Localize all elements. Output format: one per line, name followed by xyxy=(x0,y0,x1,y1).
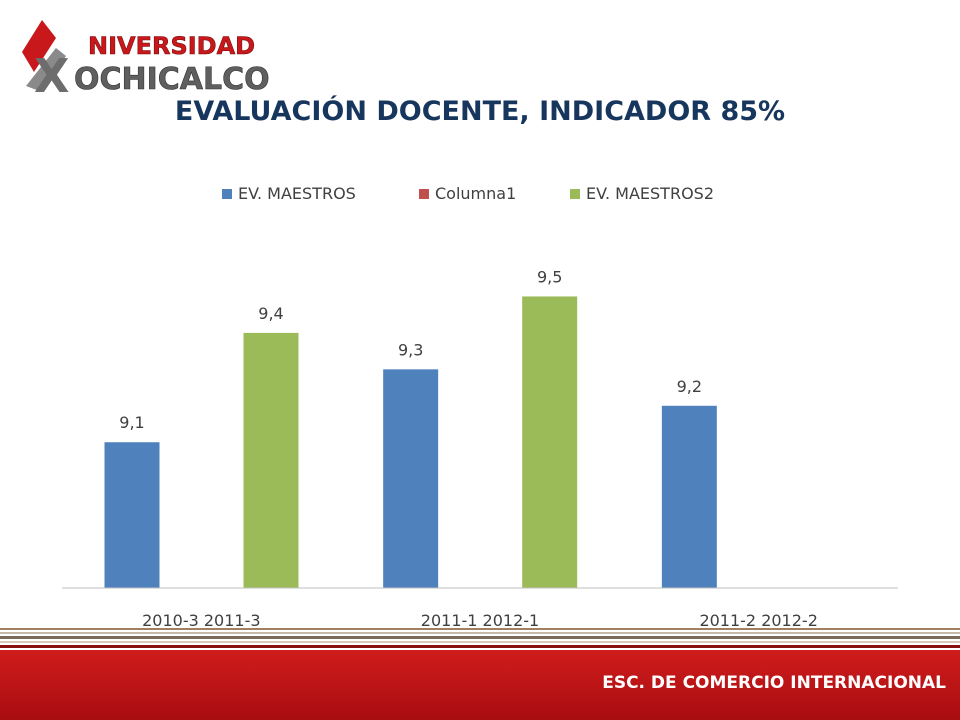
bar xyxy=(661,405,717,588)
bar xyxy=(104,442,160,588)
x-tick-label: 2011-1 2012-1 xyxy=(421,611,539,630)
page-title: EVALUACIÓN DOCENTE, INDICADOR 85% xyxy=(174,96,786,127)
footer-stripes xyxy=(0,628,960,648)
data-label: 9,1 xyxy=(119,413,144,432)
x-tick-label: 2010-3 2011-3 xyxy=(142,611,260,630)
legend-swatch xyxy=(222,189,232,199)
legend-swatch xyxy=(419,189,429,199)
universidad-xochicalco-logo: X NIVERSIDAD OCHICALCO xyxy=(22,20,270,98)
data-label: 9,5 xyxy=(537,267,562,286)
chart-legend: EV. MAESTROS Columna1 EV. MAESTROS2 xyxy=(222,184,714,203)
chart-bars: 9,1 9,4 9,3 9,5 9,2 xyxy=(104,267,717,588)
logo-x-mark: X xyxy=(34,49,69,98)
footer-bar xyxy=(0,650,960,720)
data-label: 9,4 xyxy=(258,304,283,323)
logo-gray-swoosh xyxy=(26,48,66,92)
logo-line2: OCHICALCO xyxy=(74,62,270,97)
bar xyxy=(243,332,299,588)
bar xyxy=(522,296,578,588)
x-axis-ticks: 2010-3 2011-3 2011-1 2012-1 2011-2 2012-2 xyxy=(142,611,818,630)
bar-chart: EV. MAESTROS Columna1 EV. MAESTROS2 9,1 9,4… xyxy=(62,184,898,630)
bar xyxy=(383,369,439,588)
legend-label: Columna1 xyxy=(435,184,516,203)
data-label: 9,2 xyxy=(677,377,702,396)
legend-label: EV. MAESTROS xyxy=(238,184,356,203)
footer-label: ESC. DE COMERCIO INTERNACIONAL xyxy=(602,673,946,693)
legend-swatch xyxy=(570,189,580,199)
x-tick-label: 2011-2 2012-2 xyxy=(699,611,817,630)
data-label: 9,3 xyxy=(398,340,423,359)
logo-red-swoosh xyxy=(22,20,56,72)
legend-label: EV. MAESTROS2 xyxy=(586,184,714,203)
logo-line1: NIVERSIDAD xyxy=(88,32,255,60)
